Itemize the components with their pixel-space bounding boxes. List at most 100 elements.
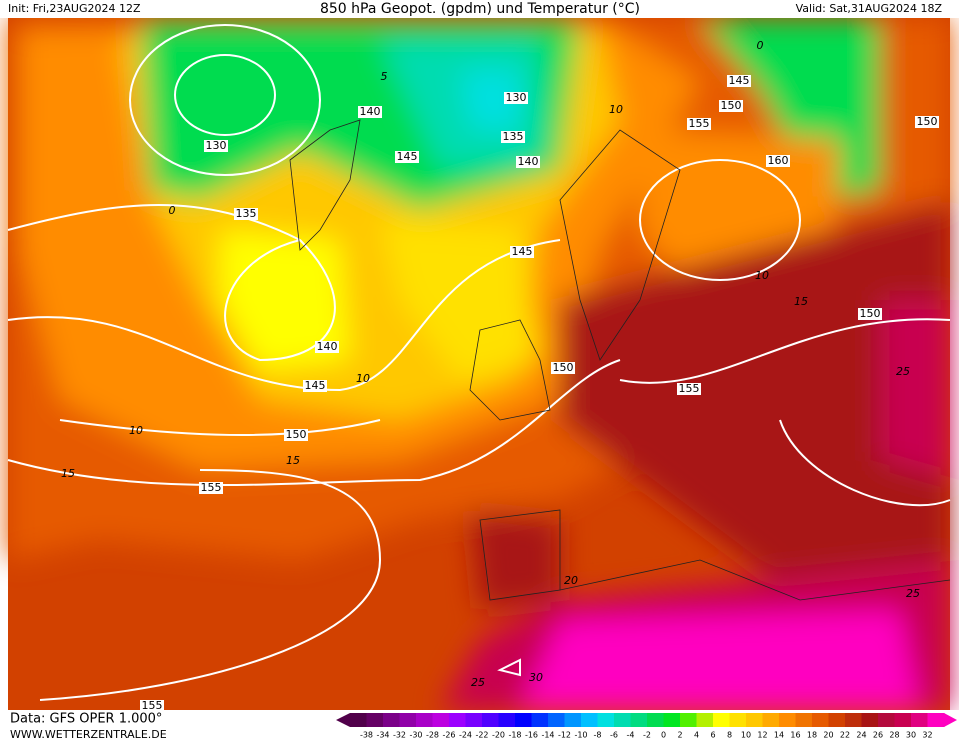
colorbar-swatch: [746, 713, 763, 727]
init-time: Init: Fri,23AUG2024 12Z: [8, 2, 141, 15]
geopotential-label: 140: [317, 340, 338, 353]
colorbar-tick-label: 18: [807, 731, 817, 740]
colorbar-tick-label: -6: [610, 731, 618, 740]
geopotential-label: 140: [518, 155, 539, 168]
colorbar-tick-label: 16: [790, 731, 800, 740]
coastlines: [289, 119, 951, 601]
label-box: [516, 156, 540, 168]
colorbar-tick-label: -2: [643, 731, 651, 740]
colorbar-tick-label: -12: [558, 731, 571, 740]
colorbar-tick-label: -16: [525, 731, 538, 740]
temperature-label: 10: [356, 372, 370, 385]
label-box: [551, 362, 575, 374]
colorbar-tick-label: -32: [393, 731, 406, 740]
colorbar-swatch: [498, 713, 516, 727]
label-box: [303, 380, 327, 392]
geopotential-label: 150: [860, 307, 881, 320]
geopotential-label: 155: [201, 481, 222, 494]
colorbar-swatch: [383, 713, 400, 727]
temperature-label: 5: [381, 70, 388, 83]
colorbar-tick-label: -4: [627, 731, 635, 740]
geopotential-label: 130: [506, 91, 527, 104]
colorbar-tick-label: -26: [442, 731, 455, 740]
temperature-label: 0: [757, 39, 764, 52]
colorbar-tick-label: 32: [922, 731, 932, 740]
temperature-label: 0: [169, 204, 176, 217]
geopotential-label: 150: [721, 99, 742, 112]
colorbar-tick-label: 22: [840, 731, 850, 740]
label-box: [858, 308, 882, 320]
colorbar-swatch: [795, 713, 813, 727]
header-bar: [0, 0, 959, 18]
colorbar-swatch: [911, 713, 928, 727]
geopotential-label: 135: [503, 130, 524, 143]
colorbar-swatch: [878, 713, 895, 727]
colorbar-swatch: [515, 713, 532, 727]
valid-time: Valid: Sat,31AUG2024 18Z: [796, 2, 943, 15]
colorbar-swatch: [449, 713, 466, 727]
map-title: 850 hPa Geopot. (gpdm) und Temperatur (°…: [320, 1, 640, 17]
colorbar-swatch: [845, 713, 862, 727]
colorbar-tick-label: -10: [574, 731, 587, 740]
colorbar-swatch: [779, 713, 796, 727]
geopotential-label: 145: [512, 245, 533, 258]
colorbar-swatch: [548, 713, 565, 727]
colorbar-swatch: [482, 713, 499, 727]
colorbar-swatch: [729, 713, 747, 727]
colorbar-tick-label: -24: [459, 731, 472, 740]
temperature-label: 15: [61, 467, 75, 480]
colorbar-tick-label: -14: [541, 731, 554, 740]
label-box: [358, 106, 382, 118]
colorbar-tick-label: 0: [661, 731, 666, 740]
label-box: [727, 75, 751, 87]
colorbar-tick-label: 4: [694, 731, 699, 740]
colorbar-swatch: [581, 713, 598, 727]
colorbar-swatch: [713, 713, 730, 727]
label-box: [315, 341, 339, 353]
label-box: [677, 383, 701, 395]
colorbar-tick-label: 28: [889, 731, 899, 740]
colorbar-swatch: [399, 713, 417, 727]
temperature-label: 10: [755, 269, 769, 282]
colorbar-swatch: [614, 713, 631, 727]
geopotential-label: 150: [917, 115, 938, 128]
label-box: [199, 482, 223, 494]
geopotential-label: 160: [768, 154, 789, 167]
geopotential-label: 145: [305, 379, 326, 392]
temperature-label: 10: [129, 424, 143, 437]
colorbar-tick-label: 12: [757, 731, 767, 740]
temperature-label: 15: [794, 295, 808, 308]
colorbar-tick-label: -22: [475, 731, 488, 740]
colorbar-swatch: [416, 713, 433, 727]
colorbar-tick-label: -30: [409, 731, 422, 740]
label-box: [687, 118, 711, 130]
colorbar-swatch: [432, 713, 450, 727]
colorbar-swatch: [630, 713, 648, 727]
temperature-label: 25: [906, 587, 920, 600]
geopotential-label: 140: [360, 105, 381, 118]
colorbar-swatch: [861, 713, 879, 727]
colorbar-tick-label: 10: [741, 731, 751, 740]
geopotential-label: 155: [142, 699, 163, 712]
label-box: [204, 140, 228, 152]
temperature-label: 20: [564, 574, 578, 587]
temperature-label: 25: [471, 676, 485, 689]
colorbar-swatch: [894, 713, 912, 727]
colorbar-tick-label: 6: [710, 731, 715, 740]
colorbar-tick-label: -8: [594, 731, 602, 740]
colorbar-tick-label: 24: [856, 731, 866, 740]
colorbar-swatch: [350, 713, 367, 727]
geopotential-label: 130: [206, 139, 227, 152]
label-box: [140, 700, 164, 712]
colorbar-tick-label: 2: [677, 731, 682, 740]
colorbar-arrow-left: [336, 713, 350, 727]
geopotential-label: 155: [689, 117, 710, 130]
colorbar-swatch: [647, 713, 664, 727]
label-box: [501, 131, 525, 143]
temperature-label: 15: [286, 454, 300, 467]
geopotential-label: 145: [729, 74, 750, 87]
colorbar-tick-label: 20: [823, 731, 833, 740]
geopotential-label: 150: [286, 428, 307, 441]
